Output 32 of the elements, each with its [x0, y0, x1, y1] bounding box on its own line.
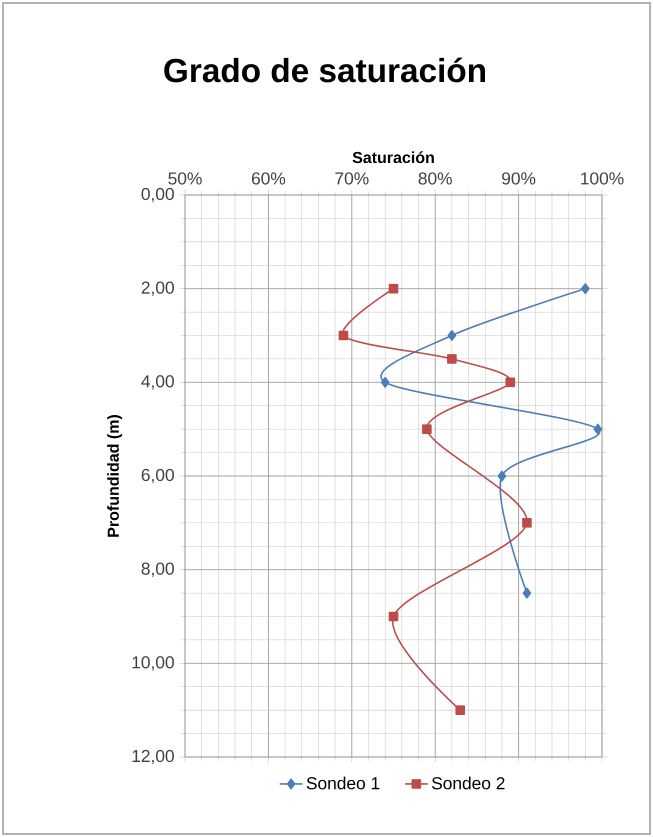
point	[447, 354, 457, 364]
point	[422, 424, 432, 434]
legend-label: Sondeo 2	[432, 776, 505, 790]
point	[455, 705, 466, 715]
x-tick-label: 100%	[581, 172, 624, 185]
point	[448, 330, 456, 341]
point	[522, 518, 532, 528]
point	[522, 588, 532, 599]
point	[388, 612, 398, 622]
x-tick-label: 90%	[502, 172, 536, 185]
x-tick-label: 50%	[168, 172, 202, 185]
y-tick-label: 6,00	[142, 468, 174, 484]
chart-title: Grado de saturación	[164, 58, 485, 82]
y-tick-label: 4,00	[141, 375, 174, 390]
legend-label: Sondeo 1	[306, 776, 380, 790]
point	[581, 283, 590, 294]
y-axis-title: Profundidad (m)	[107, 415, 122, 537]
y-tick-label: 0,00	[142, 188, 174, 202]
y-tick-label: 2,00	[142, 282, 174, 296]
point	[388, 284, 398, 294]
y-tick-label: 10,00	[132, 656, 174, 670]
x-axis-title: Saturación	[352, 151, 434, 164]
y-tick-label: 8,00	[142, 562, 174, 577]
point	[498, 470, 506, 482]
x-tick-label: 70%	[335, 172, 369, 185]
y-tick-label: 12,00	[132, 750, 174, 764]
point	[380, 376, 390, 388]
x-tick-label: 80%	[418, 172, 452, 185]
point	[505, 378, 516, 388]
point	[594, 424, 602, 435]
point	[338, 330, 348, 340]
x-tick-label: 60%	[252, 172, 286, 185]
